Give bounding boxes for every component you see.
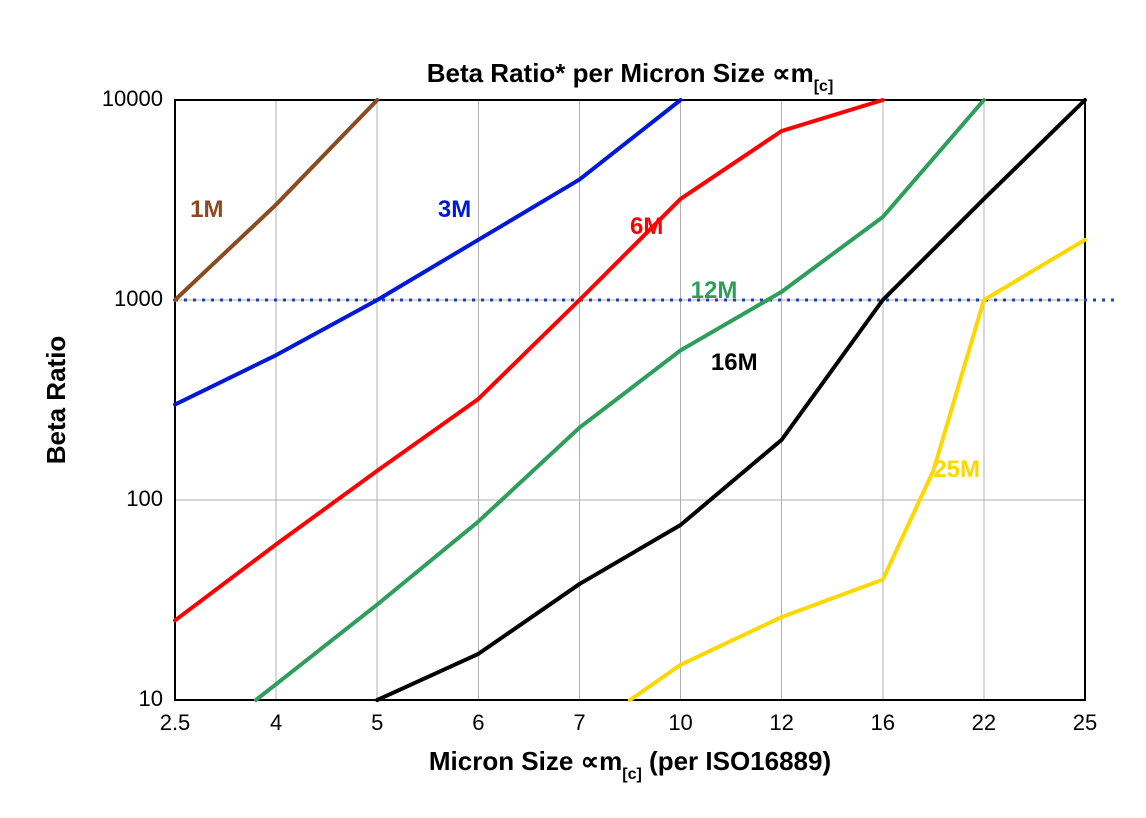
series-label-12M: 12M bbox=[691, 277, 738, 304]
chart-bg bbox=[0, 0, 1146, 818]
series-label-16M: 16M bbox=[711, 349, 758, 376]
y-tick-label: 1000 bbox=[114, 286, 163, 311]
series-label-3M: 3M bbox=[438, 196, 471, 223]
x-tick-label: 4 bbox=[270, 710, 282, 735]
x-tick-label: 2.5 bbox=[160, 710, 191, 735]
x-tick-label: 7 bbox=[573, 710, 585, 735]
y-axis-label: Beta Ratio bbox=[41, 336, 71, 465]
x-tick-label: 22 bbox=[972, 710, 996, 735]
x-tick-label: 12 bbox=[769, 710, 793, 735]
x-tick-label: 5 bbox=[371, 710, 383, 735]
x-tick-label: 10 bbox=[668, 710, 692, 735]
beta-ratio-chart: 1M 3M 6M 12M 16M 25M 2.5 4 5 6 7 10 12 16 22 25 10 100 100… bbox=[0, 0, 1146, 818]
series-label-6M: 6M bbox=[630, 213, 663, 240]
y-tick-label: 100 bbox=[126, 486, 163, 511]
y-tick-label: 10000 bbox=[102, 86, 163, 111]
series-label-25M: 25M bbox=[933, 456, 980, 483]
x-tick-label: 25 bbox=[1073, 710, 1097, 735]
x-tick-label: 6 bbox=[472, 710, 484, 735]
y-tick-label: 10 bbox=[139, 686, 163, 711]
series-label-1M: 1M bbox=[190, 196, 223, 223]
chart-container: 1M 3M 6M 12M 16M 25M 2.5 4 5 6 7 10 12 16 22 25 10 100 100… bbox=[0, 0, 1146, 818]
x-tick-label: 16 bbox=[871, 710, 895, 735]
